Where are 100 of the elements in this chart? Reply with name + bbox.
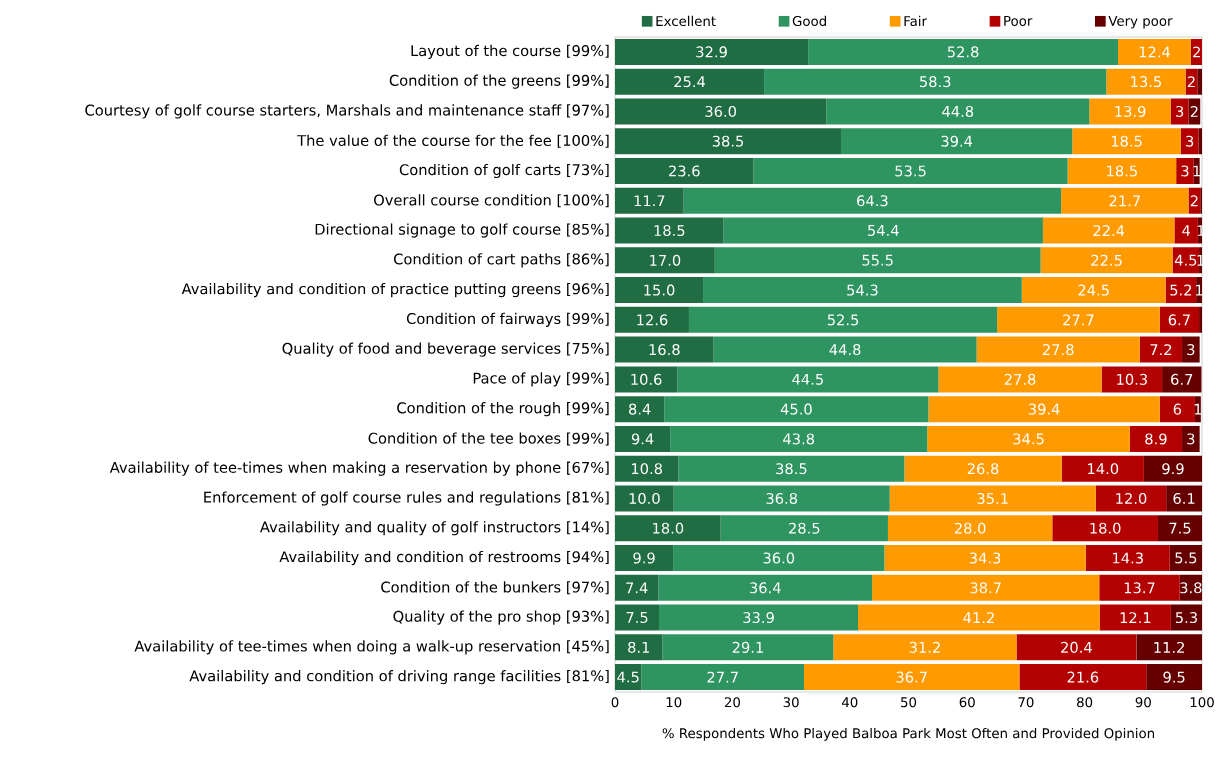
data-label: 21.7 — [1109, 195, 1140, 207]
bar — [683, 187, 1062, 214]
x-tick-label: 70 — [1018, 697, 1034, 708]
bar — [1099, 574, 1180, 601]
bar — [1146, 664, 1202, 691]
data-label: 34.5 — [1013, 433, 1044, 445]
x-tick-label: 20 — [724, 697, 741, 708]
data-label: 3.8 — [1180, 582, 1202, 594]
y-tick-label: Quality of the pro shop [93%] — [393, 610, 609, 625]
legend-label: Excellent — [656, 15, 716, 27]
bar — [662, 634, 834, 661]
data-label: 28.0 — [954, 522, 986, 534]
data-label: 55.5 — [862, 254, 893, 266]
y-tick-label: Layout of the course [99%] — [411, 44, 609, 59]
y-tick-label: The value of the course for the fee [100%] — [297, 134, 609, 148]
bar — [840, 128, 1073, 155]
data-label: 36.0 — [705, 105, 736, 117]
x-tick-label: 100 — [1190, 697, 1214, 708]
data-label: 6.1 — [1173, 492, 1195, 505]
legend-label: Good — [792, 15, 826, 27]
bar — [1019, 664, 1147, 691]
data-label: 3 — [1187, 344, 1195, 356]
data-label: 7.5 — [626, 612, 648, 624]
bar — [904, 455, 1062, 482]
data-label: 41.2 — [963, 612, 994, 624]
data-label: 6.7 — [1168, 314, 1190, 326]
y-tick-label: Condition of the tee boxes [99%] — [368, 432, 609, 446]
bar — [927, 425, 1130, 452]
data-label: 8.9 — [1145, 433, 1167, 445]
bar — [1169, 545, 1202, 572]
data-label: 7.5 — [1169, 522, 1191, 534]
bar — [615, 277, 704, 304]
data-label: 12.4 — [1139, 46, 1170, 58]
data-label: 13.7 — [1124, 582, 1155, 594]
bar — [764, 68, 1107, 95]
data-label: 9.5 — [1163, 671, 1185, 683]
bar — [673, 545, 885, 572]
data-label: 12.1 — [1120, 612, 1151, 624]
bar — [615, 128, 841, 155]
data-label: 13.9 — [1115, 105, 1146, 117]
data-label: 36.8 — [766, 492, 798, 505]
bar — [753, 157, 1068, 184]
bar — [1016, 634, 1137, 661]
data-label: 38.5 — [712, 135, 744, 147]
data-label: 9.9 — [633, 552, 655, 564]
data-label: 27.7 — [707, 671, 738, 683]
legend-label: Poor — [1004, 16, 1033, 26]
bar — [615, 366, 678, 393]
bar — [723, 217, 1043, 244]
bar — [615, 634, 663, 661]
bar — [1072, 128, 1181, 155]
bar — [1166, 485, 1202, 512]
bar — [1095, 485, 1167, 512]
bar — [804, 664, 1020, 691]
data-label: 12.6 — [637, 314, 668, 326]
bar — [887, 515, 1053, 542]
y-tick-label: Availability and condition of driving range facilities [81%] — [189, 670, 609, 685]
bar — [1157, 515, 1202, 542]
bar — [1085, 545, 1170, 572]
y-tick-label: Courtesy of golf course starters, Marshals and maintenance staff [97%] — [85, 104, 609, 119]
bar — [1176, 157, 1194, 184]
bar — [673, 485, 890, 512]
data-label: 14.0 — [1088, 463, 1119, 475]
data-label: 5.2 — [1170, 284, 1192, 296]
y-tick-label: Availability and condition of practice putting greens [96%] — [181, 282, 609, 298]
data-label: 18.5 — [1111, 135, 1142, 147]
bar — [615, 425, 671, 452]
bar — [1099, 604, 1171, 631]
y-tick-label: Availability of tee-times when making a reservation by phone [67%] — [109, 461, 609, 476]
x-tick-label: 30 — [783, 697, 799, 708]
data-label: 9.4 — [631, 433, 654, 445]
data-label: 58.3 — [920, 76, 951, 88]
data-label: 52.8 — [947, 46, 979, 58]
x-axis-title: % Respondents Who Played Balboa Park Most Often and Provided Opinion — [662, 727, 1155, 741]
bar — [615, 336, 714, 363]
bar — [1129, 425, 1183, 452]
data-label: 8.4 — [629, 403, 651, 415]
data-label: 54.3 — [847, 284, 878, 296]
data-label: 27.8 — [1042, 344, 1074, 356]
bar — [713, 336, 977, 363]
bar — [1139, 336, 1183, 363]
bar — [1170, 98, 1189, 125]
bar — [670, 425, 928, 452]
bar — [1067, 157, 1177, 184]
data-label: 11.2 — [1154, 641, 1184, 653]
y-tick-label: Availability and condition of restrooms [94%] — [279, 550, 609, 566]
data-label: 45.0 — [780, 403, 812, 415]
data-label: 27.7 — [1063, 314, 1094, 326]
y-tick-label: Condition of golf carts [73%] — [399, 163, 609, 179]
bar — [1101, 366, 1163, 393]
data-label: 9.9 — [1162, 463, 1184, 475]
y-tick-label: Overall course condition [100%] — [374, 194, 609, 208]
data-label: 2 — [1193, 46, 1200, 58]
y-tick-label: Quality of food and beverage services [75%] — [282, 342, 609, 357]
x-tick-label: 40 — [841, 697, 858, 708]
data-label: 16.8 — [649, 344, 680, 356]
y-tick-label: Condition of cart paths [86%] — [394, 253, 609, 268]
legend-label: Very poor — [1108, 16, 1173, 29]
data-label: 22.4 — [1093, 225, 1125, 236]
data-label: 36.0 — [763, 552, 795, 564]
